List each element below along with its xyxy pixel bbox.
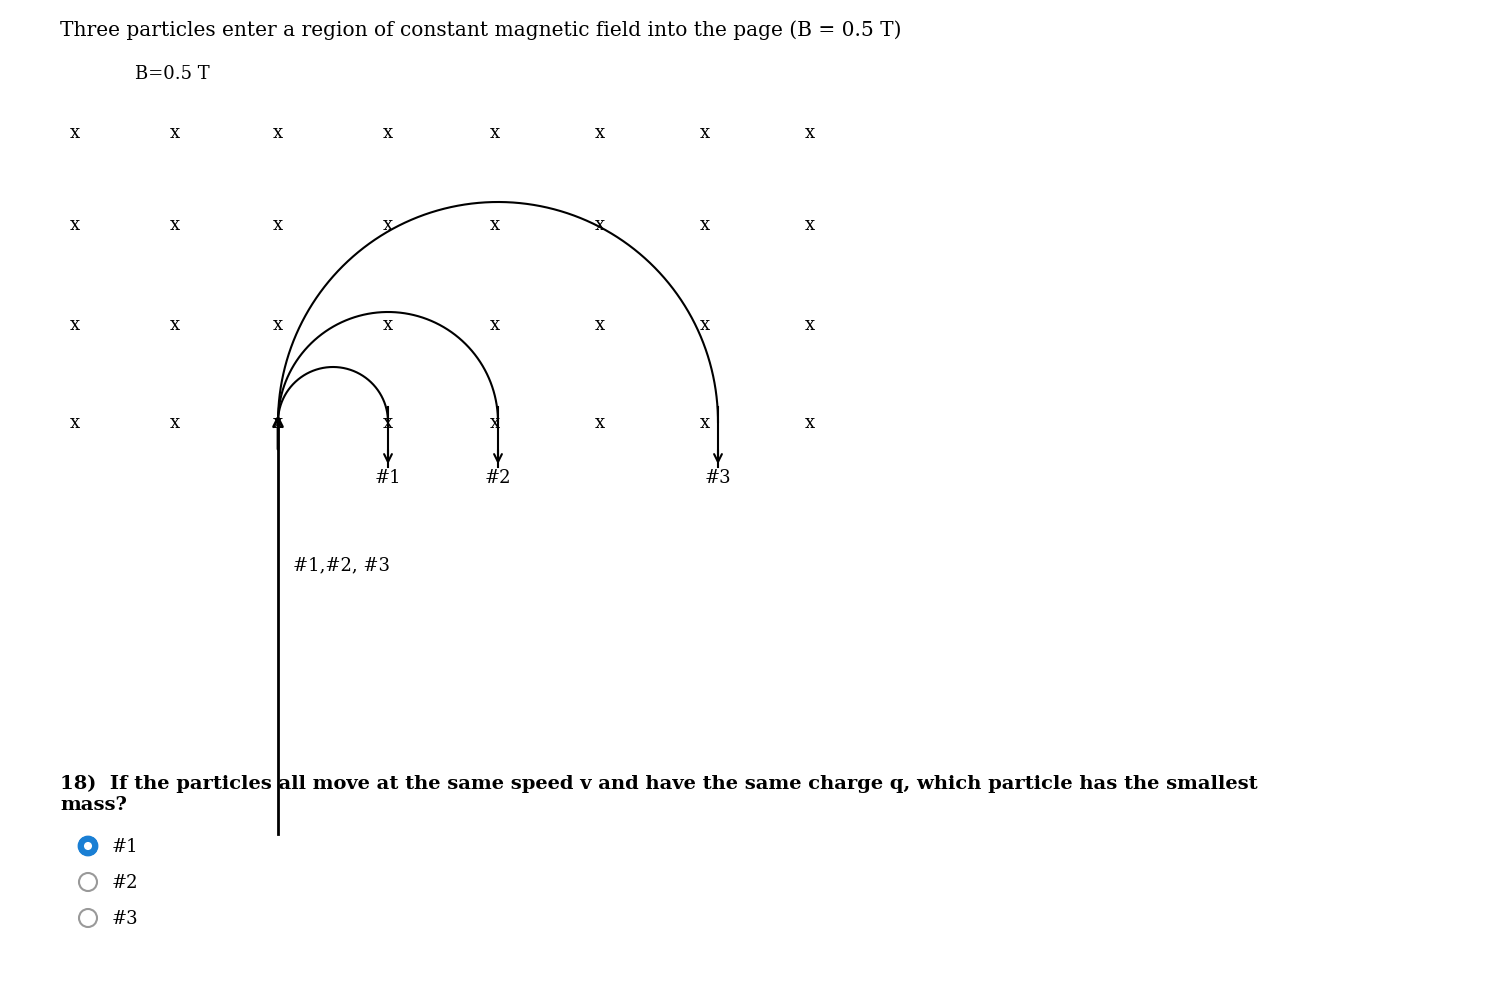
Text: x: x — [69, 124, 80, 142]
Text: 18)  If the particles all move at the same speed v and have the same charge q, w: 18) If the particles all move at the sam… — [60, 774, 1258, 813]
Text: x: x — [700, 316, 710, 334]
Text: x: x — [272, 124, 283, 142]
Text: #1: #1 — [111, 837, 138, 855]
Text: #2: #2 — [485, 468, 512, 486]
Text: x: x — [491, 216, 500, 234]
Text: #1,#2, #3: #1,#2, #3 — [293, 556, 390, 574]
Text: x: x — [805, 124, 816, 142]
Text: x: x — [491, 414, 500, 431]
Text: x: x — [491, 316, 500, 334]
Text: x: x — [272, 216, 283, 234]
Text: #3: #3 — [704, 468, 731, 486]
Text: x: x — [382, 124, 393, 142]
Circle shape — [84, 842, 92, 850]
Text: #2: #2 — [111, 873, 138, 891]
Text: x: x — [382, 414, 393, 431]
Text: x: x — [805, 414, 816, 431]
Text: #1: #1 — [375, 468, 402, 486]
Text: x: x — [69, 216, 80, 234]
Text: x: x — [491, 124, 500, 142]
Text: x: x — [594, 414, 605, 431]
Text: x: x — [700, 414, 710, 431]
Text: x: x — [594, 124, 605, 142]
Text: B=0.5 T: B=0.5 T — [135, 65, 209, 83]
Text: x: x — [700, 216, 710, 234]
Text: x: x — [805, 216, 816, 234]
Text: x: x — [700, 124, 710, 142]
Text: Three particles enter a region of constant magnetic field into the page (B = 0.5: Three particles enter a region of consta… — [60, 20, 901, 40]
Text: x: x — [272, 414, 283, 431]
Text: x: x — [69, 316, 80, 334]
Text: #3: #3 — [111, 910, 138, 927]
Text: x: x — [594, 316, 605, 334]
Text: x: x — [594, 216, 605, 234]
Text: x: x — [382, 216, 393, 234]
Text: x: x — [805, 316, 816, 334]
Text: x: x — [170, 414, 181, 431]
Text: x: x — [170, 216, 181, 234]
Text: x: x — [272, 316, 283, 334]
Circle shape — [78, 837, 96, 855]
Text: x: x — [382, 316, 393, 334]
Text: x: x — [69, 414, 80, 431]
Text: x: x — [170, 316, 181, 334]
Text: x: x — [170, 124, 181, 142]
